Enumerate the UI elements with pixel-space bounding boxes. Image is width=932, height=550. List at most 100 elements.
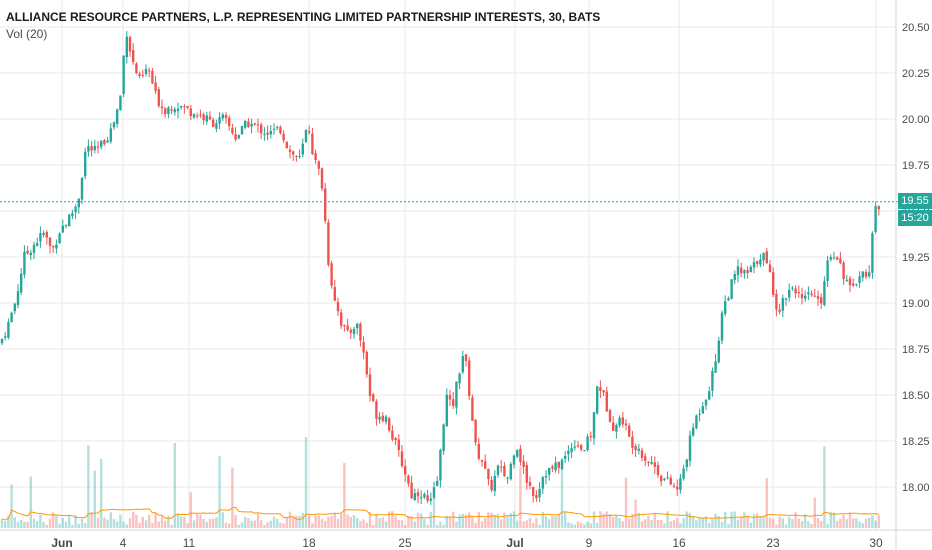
volume-bar [55, 515, 58, 528]
volume-bar [496, 513, 500, 528]
candle-body [868, 272, 871, 277]
volume-bar [455, 521, 458, 528]
volume-bar [112, 519, 116, 528]
volume-bar [23, 521, 26, 528]
candle-body [160, 106, 164, 109]
volume-bar [480, 521, 484, 528]
volume-bar [548, 519, 551, 528]
volume-bar [506, 516, 509, 528]
candle-body [96, 146, 100, 148]
candle-body [461, 356, 464, 373]
volume-bar [842, 514, 845, 528]
volume-bar [32, 518, 36, 528]
candle-body [90, 146, 93, 151]
volume-bar [52, 512, 55, 528]
candle-body [592, 412, 596, 439]
candle-body [618, 417, 621, 426]
volume-bar [740, 516, 743, 528]
candle-body [522, 461, 525, 467]
volume-bar [416, 512, 420, 528]
time-axis[interactable]: Jun 4 11 18 25 Jul 9 16 23 30 [51, 536, 883, 550]
volume-bar [525, 520, 528, 528]
candle-body [180, 105, 183, 108]
candle-body [848, 278, 852, 286]
volume-bar [0, 518, 4, 528]
volume-bar [544, 516, 548, 528]
candle-body [39, 233, 42, 242]
candle-body [528, 481, 532, 486]
candle-body [701, 406, 704, 414]
volume-bar [205, 521, 208, 528]
volume-bar [461, 513, 464, 528]
candle-body [378, 416, 381, 420]
candle-body [253, 123, 256, 125]
candle-body [231, 127, 234, 134]
volume-bar [528, 517, 532, 528]
volume-bar [301, 512, 304, 528]
candle-body [132, 50, 135, 63]
candle-body [292, 151, 295, 155]
candle-body [368, 374, 372, 396]
volume-bar [138, 522, 141, 528]
volume-bar [304, 437, 308, 528]
volume-bar [634, 499, 637, 528]
bar-countdown-tag: 15:20 [898, 210, 932, 226]
volume-bar [640, 521, 644, 528]
volume-bar [292, 517, 295, 528]
candle-body [861, 271, 864, 278]
candle-body [480, 459, 484, 462]
candle-body [717, 340, 720, 363]
candle-body [68, 214, 71, 227]
candle-body [176, 108, 180, 112]
chart-title: ALLIANCE RESOURCE PARTNERS, L.P. REPRESE… [6, 10, 601, 24]
candle-body [128, 37, 132, 52]
candle-body [858, 276, 861, 283]
candle-body [794, 288, 797, 294]
candle-body [816, 296, 820, 299]
volume-bar [820, 520, 823, 528]
candle-body [29, 252, 32, 256]
candle-body [413, 493, 416, 501]
volume-bar [87, 445, 90, 528]
candle-body [336, 302, 340, 312]
candle-body [208, 116, 212, 120]
candle-body [125, 36, 128, 58]
volume-bar [554, 516, 557, 528]
volume-bar [90, 512, 93, 528]
candle-body [77, 198, 80, 208]
candle-body [365, 352, 368, 375]
volume-bar [695, 520, 698, 528]
volume-bar [605, 511, 608, 528]
volume-bar [42, 521, 45, 528]
volume-bar [349, 517, 352, 528]
volume-bar [282, 523, 285, 528]
volume-bar [797, 518, 800, 528]
volume-bar [685, 511, 688, 528]
candle-body [807, 292, 810, 295]
candle-body [516, 450, 519, 457]
volume-bar [224, 522, 228, 528]
candle-body [340, 312, 343, 326]
volume-bar [148, 514, 151, 528]
candle-body [477, 443, 480, 459]
volume-bar [263, 524, 266, 528]
candle-body [327, 222, 330, 265]
candle-body [692, 427, 695, 436]
volume-bar [698, 517, 701, 528]
candle-body [154, 82, 157, 91]
time-tick-label: 9 [586, 536, 593, 550]
candle-body [743, 270, 746, 274]
candle-body [218, 117, 221, 124]
candle-body [685, 459, 688, 468]
candle-body [317, 161, 320, 169]
volume-indicator-label[interactable]: Vol (20) [6, 27, 48, 41]
candle-body [704, 399, 708, 406]
candle-body [864, 271, 868, 277]
candle-body [781, 298, 784, 311]
volume-bar [788, 517, 791, 528]
price-axis[interactable]: 20.5020.2520.0019.7519.5019.2519.0018.75… [902, 22, 930, 494]
volume-bar [637, 512, 640, 528]
candle-body [644, 456, 647, 461]
volume-bar [852, 518, 855, 528]
